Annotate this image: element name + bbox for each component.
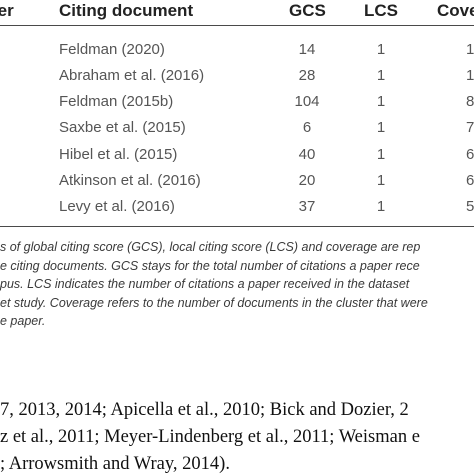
table-bottom-rule xyxy=(0,226,474,227)
row-coverage: 1 xyxy=(466,67,474,84)
row-coverage: 6 xyxy=(466,146,474,163)
row-citing-document: Feldman (2015b) xyxy=(59,93,174,110)
header-rule xyxy=(0,25,474,26)
row-lcs: 1 xyxy=(376,172,386,189)
row-gcs: 6 xyxy=(302,119,312,136)
body-line: ; Arrowsmith and Wray, 2014). xyxy=(0,454,230,474)
row-gcs: 28 xyxy=(298,67,316,84)
row-citing-document: Abraham et al. (2016) xyxy=(59,67,205,84)
row-gcs: 37 xyxy=(298,198,316,215)
row-coverage: 8 xyxy=(466,93,474,110)
row-gcs: 40 xyxy=(298,146,316,163)
row-lcs: 1 xyxy=(376,119,386,136)
reference-paragraph: 7, 2013, 2014; Apicella et al., 2010; Bi… xyxy=(0,397,474,474)
body-line: z et al., 2011; Meyer-Lindenberg et al.,… xyxy=(0,427,420,447)
row-coverage: 1 xyxy=(466,41,474,58)
row-lcs: 1 xyxy=(376,67,386,84)
row-gcs: 14 xyxy=(298,41,316,58)
table-caption: s of global citing score (GCS), local ci… xyxy=(0,238,474,331)
row-lcs: 1 xyxy=(376,41,386,58)
header-cluster: ter xyxy=(0,1,14,20)
header-citing-document: Citing document xyxy=(59,1,194,20)
caption-line: e paper. xyxy=(0,314,46,328)
row-citing-document: Hibel et al. (2015) xyxy=(59,146,178,163)
row-lcs: 1 xyxy=(376,146,386,163)
row-coverage: 7 xyxy=(466,119,474,136)
row-citing-document: Levy et al. (2016) xyxy=(59,198,175,215)
header-lcs: LCS xyxy=(364,1,398,20)
row-citing-document: Saxbe et al. (2015) xyxy=(59,119,186,136)
citation-table: ter Citing document GCS LCS Cover Feldma… xyxy=(0,0,474,230)
header-coverage: Cover xyxy=(437,1,474,20)
row-gcs: 20 xyxy=(298,172,316,189)
row-coverage: 5 xyxy=(466,198,474,215)
caption-line: et study. Coverage refers to the number … xyxy=(0,295,428,310)
row-coverage: 6 xyxy=(466,172,474,189)
caption-line: pus. LCS indicates the number of citatio… xyxy=(0,277,410,291)
row-citing-document: Feldman (2020) xyxy=(59,41,165,58)
header-gcs: GCS xyxy=(289,1,326,20)
row-lcs: 1 xyxy=(376,93,386,110)
row-lcs: 1 xyxy=(376,198,386,215)
caption-line: e citing documents. GCS stays for the to… xyxy=(0,258,420,273)
body-line: 7, 2013, 2014; Apicella et al., 2010; Bi… xyxy=(0,400,409,420)
row-citing-document: Atkinson et al. (2016) xyxy=(59,172,201,189)
row-gcs: 104 xyxy=(294,93,320,110)
caption-line: s of global citing score (GCS), local ci… xyxy=(0,240,421,254)
